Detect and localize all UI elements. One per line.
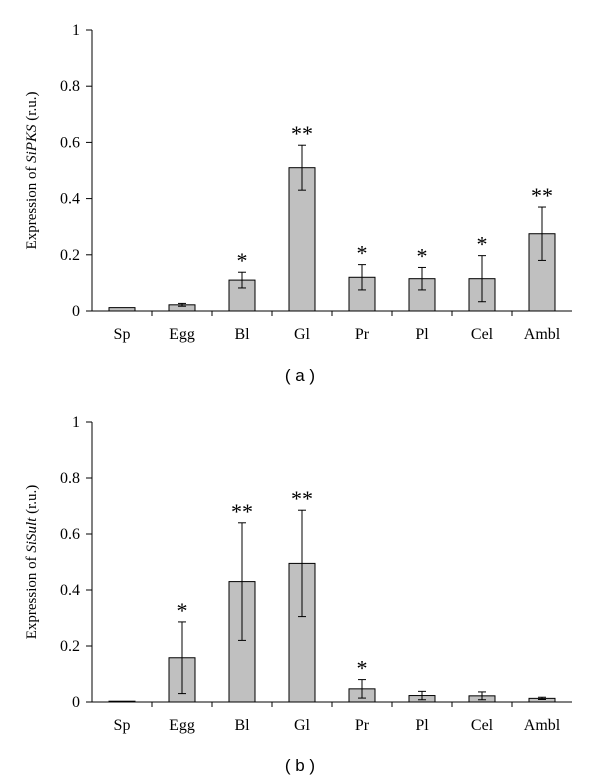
x-tick-label: Gl (294, 326, 311, 343)
bar (108, 700, 136, 703)
significance-marker: ** (531, 183, 553, 208)
y-tick-label: 0.8 (60, 470, 80, 487)
y-tick-label: 0.8 (60, 78, 80, 95)
y-axis-label-gene: SiPKS (24, 124, 40, 163)
x-tick-label: Bl (234, 326, 250, 343)
bar (108, 307, 136, 312)
x-tick-label: Ambl (524, 326, 561, 343)
panel-label-a: ( a ) (284, 366, 316, 385)
significance-marker: ** (291, 486, 313, 511)
panel-label-b: ( b ) (284, 756, 316, 775)
x-tick-label: Sp (114, 717, 131, 734)
bar (288, 167, 316, 312)
significance-marker: ** (291, 121, 313, 146)
y-tick-label: 0.4 (60, 191, 80, 208)
y-axis-label-prefix: Expression of (24, 553, 40, 640)
y-tick-label: 0.6 (60, 134, 80, 151)
x-tick-label: Gl (294, 717, 311, 734)
y-tick-label: 0.2 (60, 247, 80, 264)
significance-marker: * (237, 248, 248, 273)
x-tick-label: Pl (415, 326, 429, 343)
y-axis-label: Expression of SiPKS (r.u.) (24, 92, 40, 250)
y-tick-label: 0.2 (60, 638, 80, 655)
y-tick-label: 1 (72, 22, 80, 39)
x-tick-label: Pl (415, 717, 429, 734)
y-axis-label-gene: SiSult (24, 517, 40, 553)
chart-panel-b: 0 0.2 0.4 0.6 0.8 1 Expression of SiSult (r.u.… (24, 414, 572, 734)
x-tick-label: Egg (169, 326, 195, 343)
x-tick-label: Pr (355, 717, 370, 734)
x-tick-label: Egg (169, 717, 195, 734)
significance-marker: * (357, 241, 368, 266)
x-tick-label: Sp (114, 326, 131, 343)
x-tick-label: Bl (234, 717, 250, 734)
significance-marker: ** (231, 499, 253, 524)
x-tick-label: Ambl (524, 717, 561, 734)
y-axis-label: Expression of SiSult (r.u.) (24, 485, 40, 640)
y-tick-label: 0 (72, 694, 80, 711)
x-tick-label: Pr (355, 326, 370, 343)
y-tick-label: 0 (72, 303, 80, 320)
significance-marker: * (177, 598, 188, 623)
chart-panel-a: 0 0.2 0.4 0.6 0.8 1 Expression of SiPKS (r.u.)… (24, 22, 572, 343)
significance-marker: * (357, 656, 368, 681)
y-axis-label-suffix: (r.u.) (24, 92, 40, 125)
y-axis-label-suffix: (r.u.) (24, 485, 40, 518)
y-axis-label-prefix: Expression of (24, 163, 40, 250)
x-tick-label: Cel (471, 326, 494, 343)
significance-marker: * (477, 232, 488, 257)
x-tick-label: Cel (471, 717, 494, 734)
significance-marker: * (417, 243, 428, 268)
y-tick-label: 0.4 (60, 582, 80, 599)
y-tick-label: 0.6 (60, 526, 80, 543)
y-tick-label: 1 (72, 414, 80, 431)
